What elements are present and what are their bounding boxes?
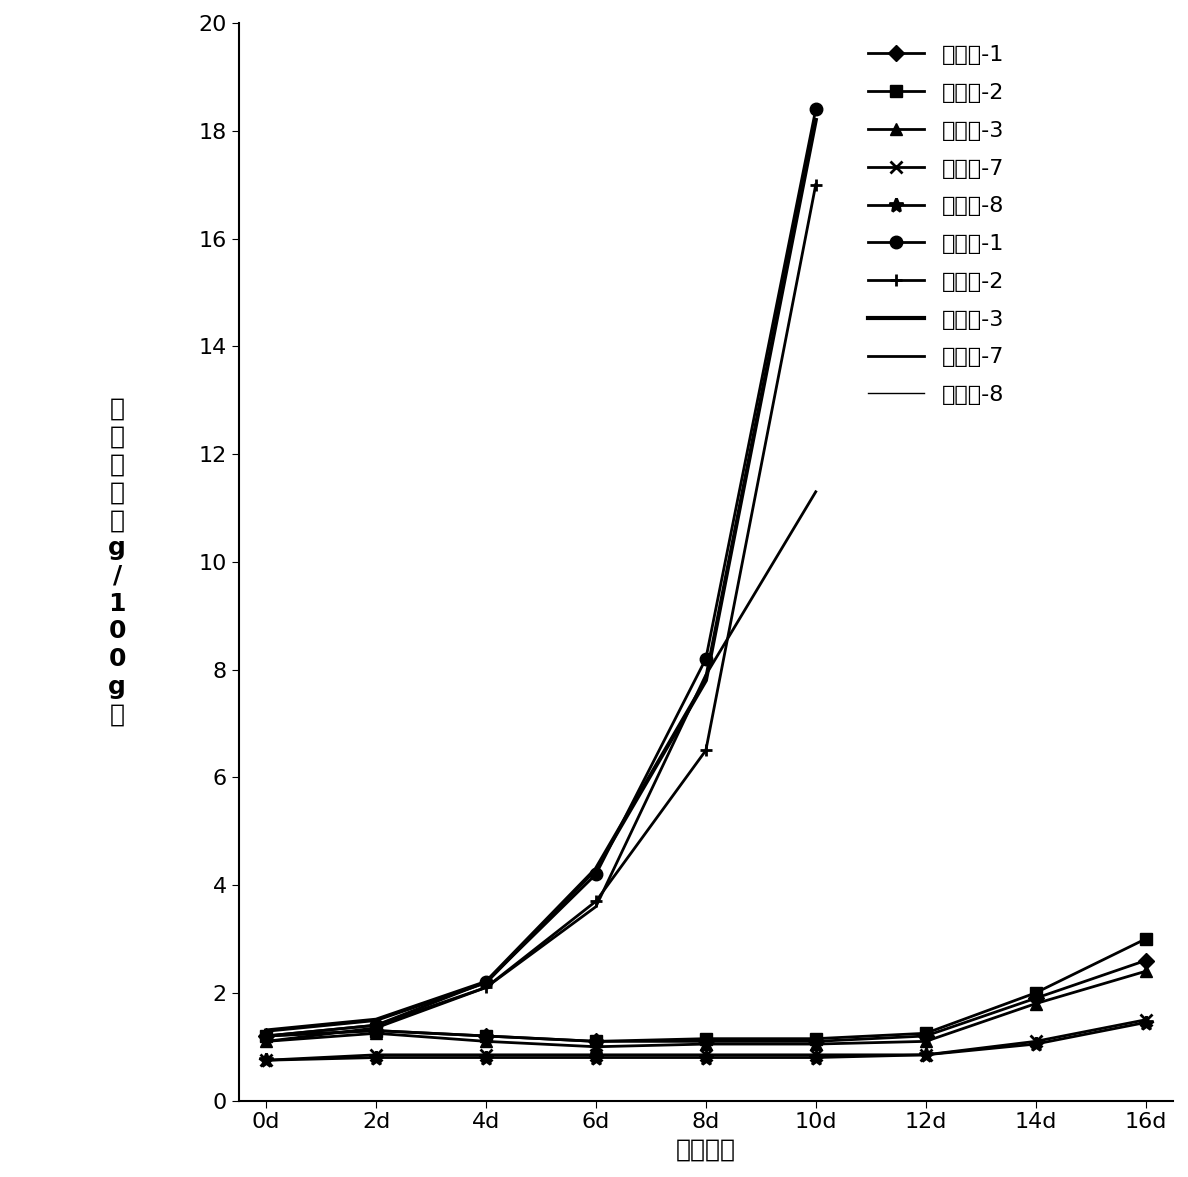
Legend: 实施例-1, 实施例-2, 实施例-3, 实施例-7, 实施例-8, 对照组-1, 对照组-2, 对照组-3, 对照组-7, 对照组-8: 实施例-1, 实施例-2, 实施例-3, 实施例-7, 实施例-8, 对照组-1…: [857, 34, 1015, 417]
X-axis label: 加速时间: 加速时间: [676, 1138, 735, 1162]
Text: 过
氧
化
值
（
g
/
1
0
0
g
）: 过 氧 化 值 （ g / 1 0 0 g ）: [108, 397, 126, 726]
